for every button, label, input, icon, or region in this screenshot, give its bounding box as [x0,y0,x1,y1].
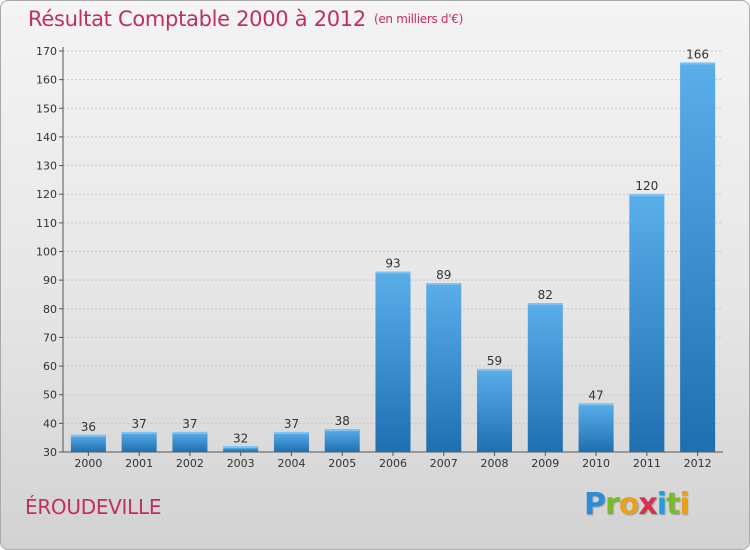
logo-letter: i [679,487,689,522]
y-tick-label: 140 [36,131,57,144]
x-tick-label: 2004 [277,457,305,470]
y-tick-label: 50 [43,389,57,402]
logo-letter: o [618,487,640,522]
data-label: 120 [635,179,658,193]
bar-top-highlight [273,431,309,434]
x-tick-label: 2001 [125,457,153,470]
bar-2012 [680,62,716,452]
x-tick-label: 2012 [684,457,712,470]
data-label: 36 [81,420,96,434]
bar-top-highlight [375,271,411,274]
bar-top-highlight [578,403,614,406]
bar-top-highlight [172,431,208,434]
y-tick-label: 90 [43,274,57,287]
y-tick-labels: 30 40 50 60 70 80 90 100 110 120 130 140 150 160 170 [36,45,57,459]
bar-2005 [324,429,360,452]
x-tick-label: 2006 [379,457,407,470]
y-tick-label: 80 [43,303,57,316]
title-unit: (en milliers d'€) [373,12,463,26]
y-tick-label: 170 [36,45,57,58]
y-tick-label: 110 [36,217,57,230]
logo-letter: i [656,487,667,522]
bar-top-highlight [324,429,360,432]
bars [70,62,716,452]
bar-2004 [273,431,309,452]
bar-top-highlight [223,446,259,449]
proxiti-logo: Proxiti [584,487,690,522]
x-tick-label: 2005 [328,457,356,470]
x-tick-label: 2011 [633,457,661,470]
data-label: 47 [588,388,603,402]
bar-top-highlight [70,434,106,437]
bar-top-highlight [527,303,563,306]
bar-2011 [629,194,665,452]
logo-letter: P [584,487,606,522]
bar-top-highlight [121,431,157,434]
bar-2000 [70,434,106,452]
data-label: 38 [335,414,350,428]
y-tick-label: 150 [36,102,57,115]
data-label: 89 [436,268,451,282]
y-tick-label: 130 [36,160,57,173]
y-tick-label: 160 [36,74,57,87]
y-tick-label: 40 [43,417,57,430]
bar-2010 [578,403,614,452]
gridlines [59,50,723,453]
bar-2007 [426,283,462,452]
bar-2002 [172,431,208,452]
bar-top-highlight [629,194,665,197]
y-tick-label: 70 [43,331,57,344]
data-label: 82 [538,288,553,302]
bar-top-highlight [680,62,716,65]
x-tick-label: 2003 [227,457,255,470]
y-tick-label: 120 [36,188,57,201]
x-tick-labels: 2000 2001 2002 2003 2004 2005 2006 2007 2008 2009… [74,452,712,470]
y-tick-label: 30 [43,446,57,459]
y-tick-label: 60 [43,360,57,373]
bar-top-highlight [426,283,462,286]
data-label: 37 [284,417,299,431]
data-label: 93 [385,257,400,271]
x-tick-label: 2008 [481,457,509,470]
bar-2008 [477,368,513,452]
bar-2001 [121,431,157,452]
data-label: 32 [233,431,248,445]
bar-2009 [527,303,563,452]
logo-letter: x [638,487,657,522]
x-tick-label: 2002 [176,457,204,470]
y-tick-label: 100 [36,246,57,259]
logo-letter: t [666,487,680,522]
x-tick-label: 2007 [430,457,458,470]
x-tick-label: 2009 [531,457,559,470]
chart-title: Résultat Comptable 2000 à 2012 (en millie… [28,7,463,31]
data-label: 166 [686,47,709,61]
title-text: Résultat Comptable 2000 à 2012 [28,7,366,31]
data-labels: 36 37 37 32 37 38 93 89 59 82 47 120 166 [81,47,709,445]
bar-2006 [375,271,411,452]
data-label: 59 [487,354,502,368]
x-tick-label: 2000 [74,457,102,470]
bar-2003 [223,446,259,452]
data-label: 37 [132,417,147,431]
commune-name: ÉROUDEVILLE [25,495,162,519]
bar-top-highlight [477,368,513,371]
data-label: 37 [182,417,197,431]
x-tick-label: 2010 [582,457,610,470]
logo-letter: r [605,487,620,522]
